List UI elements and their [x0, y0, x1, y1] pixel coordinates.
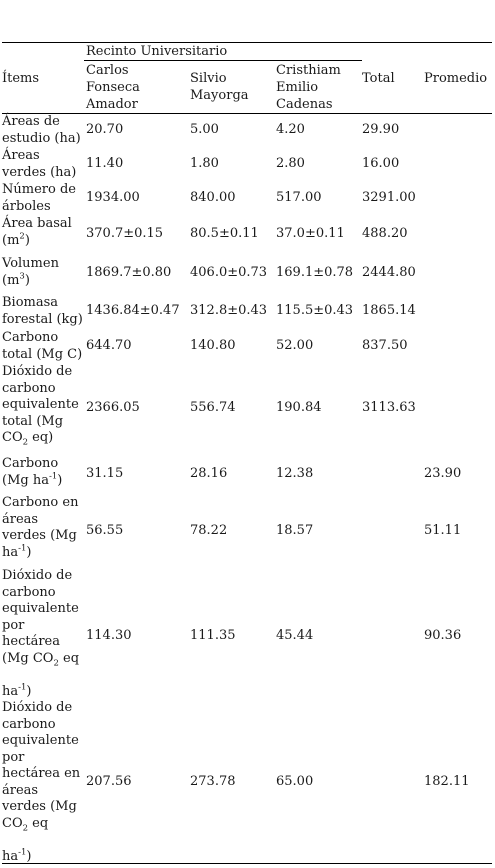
- cell-site3: 2.80: [276, 156, 305, 173]
- cell-site2: 312.8±0.43: [190, 303, 267, 320]
- row-label: Volumen (m3): [2, 256, 84, 289]
- cell-site2: 840.00: [190, 190, 236, 207]
- cell-site3: 45.44: [276, 628, 313, 645]
- col-header-items: Ítems: [2, 70, 39, 87]
- cell-site3: 169.1±0.78: [276, 265, 353, 282]
- cell-site3: 65.00: [276, 774, 313, 791]
- cell-average: 90.36: [424, 628, 461, 645]
- col-header-site2: Silvio Mayorga: [190, 70, 249, 104]
- cell-site1: 56.55: [86, 523, 123, 540]
- cell-site1: 31.15: [86, 466, 123, 483]
- cell-site2: 273.78: [190, 774, 236, 791]
- cell-site1: 370.7±0.15: [86, 226, 163, 243]
- cell-site2: 28.16: [190, 466, 227, 483]
- cell-total: 1865.14: [362, 303, 416, 320]
- cell-total: 837.50: [362, 338, 408, 355]
- cell-site2: 80.5±0.11: [190, 226, 259, 243]
- cell-site1: 20.70: [86, 122, 123, 139]
- row-label: Dióxido de carbono equivalente total (Mg…: [2, 364, 84, 447]
- row-label: Carbono en áreas verdes (Mg ha-1): [2, 495, 84, 561]
- cell-site1: 11.40: [86, 156, 123, 173]
- cell-average: 51.11: [424, 523, 461, 540]
- cell-site1: 1934.00: [86, 190, 140, 207]
- cell-total: 29.90: [362, 122, 399, 139]
- cell-site1: 1436.84±0.47: [86, 303, 180, 320]
- cell-total: 3291.00: [362, 190, 416, 207]
- cell-total: 3113.63: [362, 400, 416, 417]
- group-header-rule: [84, 60, 362, 61]
- row-label: Dióxido de carbono equivalente por hectá…: [2, 568, 84, 700]
- cell-average: 23.90: [424, 466, 461, 483]
- cell-total: 2444.80: [362, 265, 416, 282]
- cell-site2: 1.80: [190, 156, 219, 173]
- cell-site1: 1869.7±0.80: [86, 265, 171, 282]
- col-header-average: Promedio: [424, 70, 487, 87]
- cell-site2: 5.00: [190, 122, 219, 139]
- row-label: Carbono (Mg ha-1): [2, 456, 84, 489]
- cell-site2: 556.74: [190, 400, 236, 417]
- cell-site2: 78.22: [190, 523, 227, 540]
- cell-site2: 406.0±0.73: [190, 265, 267, 282]
- cell-site2: 140.80: [190, 338, 236, 355]
- cell-site3: 4.20: [276, 122, 305, 139]
- cell-site1: 207.56: [86, 774, 132, 791]
- cell-site3: 18.57: [276, 523, 313, 540]
- col-header-total: Total: [362, 70, 395, 87]
- table-top-rule: [2, 42, 492, 43]
- cell-site3: 115.5±0.43: [276, 303, 353, 320]
- cell-site3: 12.38: [276, 466, 313, 483]
- cell-site1: 644.70: [86, 338, 132, 355]
- cell-average: 182.11: [424, 774, 470, 791]
- row-label: Número de árboles: [2, 182, 84, 215]
- row-label: Áreas de estudio (ha): [2, 114, 84, 147]
- cell-site1: 114.30: [86, 628, 132, 645]
- cell-site3: 37.0±0.11: [276, 226, 345, 243]
- row-label: Biomasa forestal (kg): [2, 295, 84, 328]
- cell-total: 16.00: [362, 156, 399, 173]
- cell-total: 488.20: [362, 226, 408, 243]
- col-header-site1: Carlos Fonseca Amador: [86, 62, 140, 113]
- row-label: Carbono total (Mg C): [2, 330, 84, 363]
- row-label: Área basal (m2): [2, 216, 84, 249]
- cell-site2: 111.35: [190, 628, 236, 645]
- cell-site3: 52.00: [276, 338, 313, 355]
- cell-site3: 517.00: [276, 190, 322, 207]
- cell-site3: 190.84: [276, 400, 322, 417]
- row-label: Dióxido de carbono equivalente por hectá…: [2, 700, 84, 865]
- row-label: Áreas verdes (ha): [2, 148, 84, 181]
- cell-site1: 2366.05: [86, 400, 140, 417]
- group-header: Recinto Universitario: [86, 43, 227, 60]
- col-header-site3: Cristhiam Emilio Cadenas: [276, 62, 341, 113]
